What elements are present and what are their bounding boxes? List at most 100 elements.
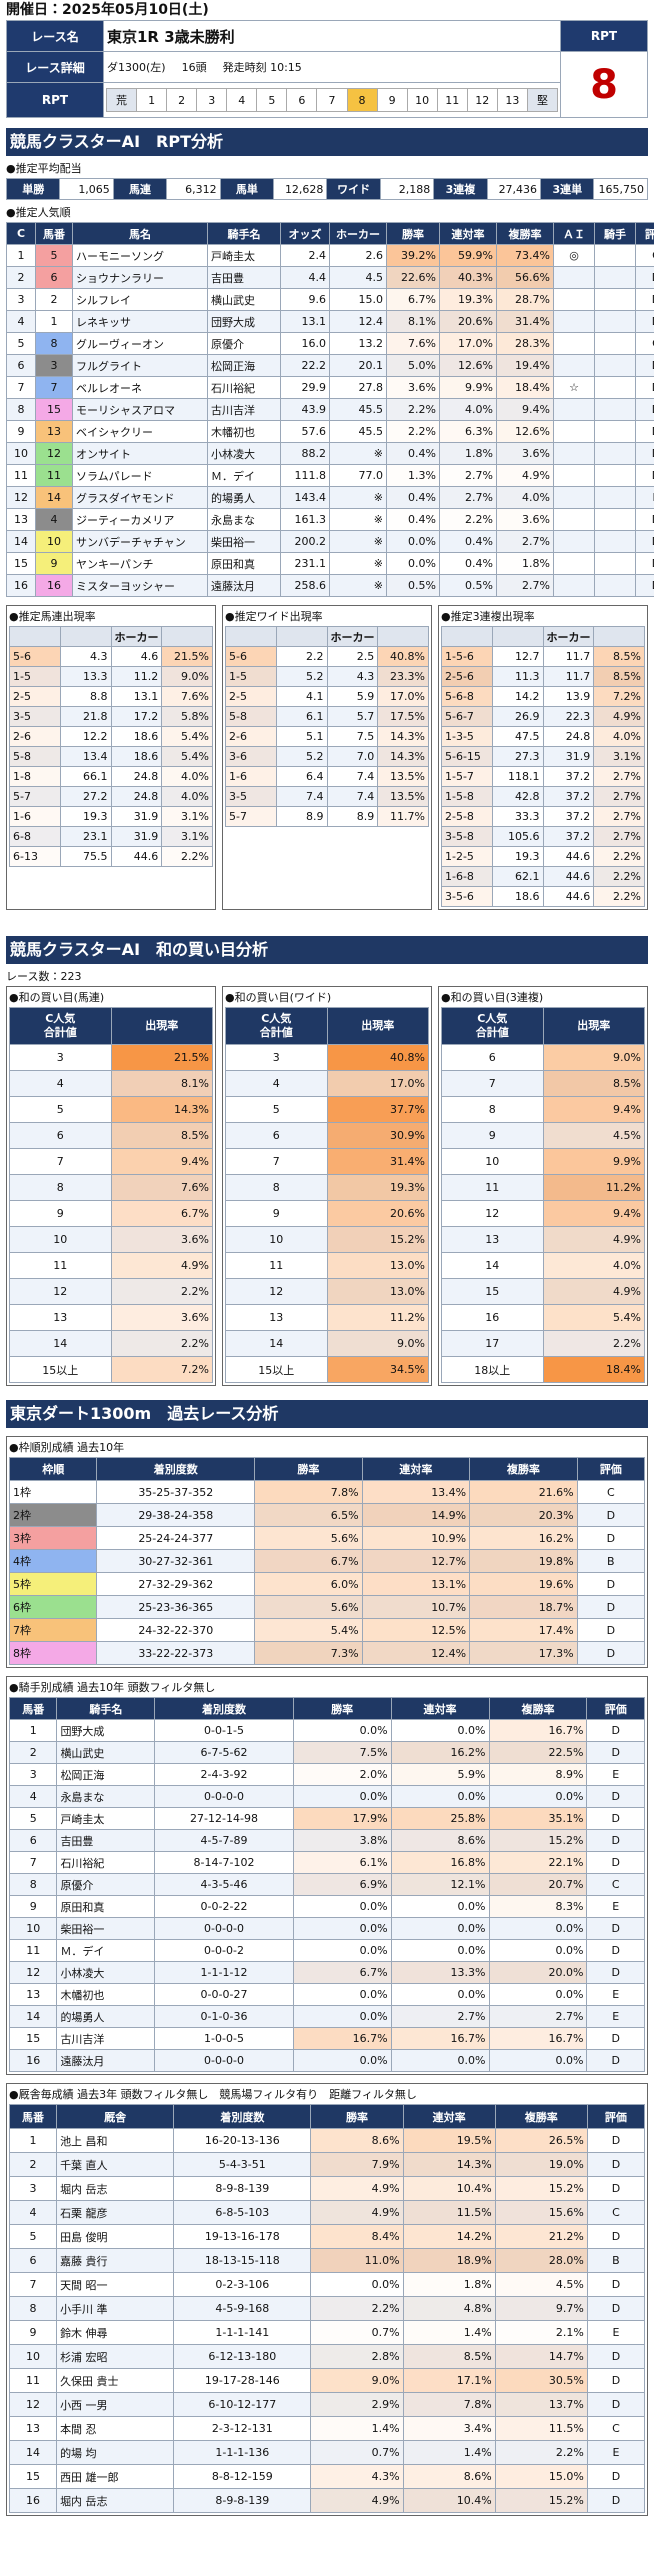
table-cell: 19.3: [59, 806, 112, 827]
sum-group: ●和の買い目(馬連) C人気 合計値 出現率 3 21.5% 4 8.1% 5 14.3% 6 8.…: [6, 986, 648, 1386]
table-cell: 2.1%: [494, 2320, 588, 2345]
table-row: 12 小林凌大 1-1-1-12 6.7% 13.3% 20.0% D: [8, 1961, 645, 1984]
table-cell: 14.3%: [110, 1096, 213, 1123]
table-cell: 105.6: [491, 826, 544, 847]
table-cell: 16: [8, 2049, 58, 2072]
table-cell: 6.5%: [254, 1503, 363, 1527]
table-cell: [553, 552, 595, 575]
table-cell: 田島 俊明: [56, 2224, 175, 2249]
data-table: ホーカー 5-6 4.3 4.6 21.5% 1-5 13.3 11.2 9.0% 2-5 8.8 1…: [9, 626, 213, 867]
table-cell: フルグライト: [72, 354, 208, 377]
table-cell: C: [586, 1873, 645, 1896]
table-cell: 6.7%: [254, 1549, 363, 1573]
table-cell: [553, 398, 595, 421]
table-cell: D: [635, 398, 654, 421]
table-row: 1-6 6.4 7.4 13.5%: [225, 766, 429, 787]
table-row: 12 2.2%: [9, 1278, 213, 1305]
table-cell: 3.1%: [161, 806, 213, 827]
table-cell: 18.6: [491, 886, 544, 907]
table-cell: 1.3%: [386, 464, 440, 487]
table-cell: 2.7%: [439, 486, 497, 509]
table-cell: [553, 530, 595, 553]
table-cell: D: [576, 1595, 646, 1619]
table-cell: [553, 508, 595, 531]
table-cell: 21.8: [59, 706, 112, 727]
table-cell: 5.6%: [254, 1526, 363, 1550]
table-cell: [594, 354, 636, 377]
table-cell: 18.7%: [469, 1595, 578, 1619]
scale-step: 2: [166, 88, 198, 112]
table-row: 3-6 5.2 7.0 14.3%: [225, 746, 429, 767]
table-cell: 団野大成: [56, 1719, 156, 1742]
sum-box: ●和の買い目(馬連) C人気 合計値 出現率 3 21.5% 4 8.1% 5 14.3% 6 8.…: [6, 986, 216, 1386]
table-cell: 12.2: [59, 726, 112, 747]
table-row: 11 11.2%: [441, 1174, 645, 1201]
table-cell: 35.1%: [488, 1807, 588, 1830]
table-cell: 2.7%: [593, 806, 645, 827]
table-row: 5-6-7 26.9 22.3 4.9%: [441, 706, 645, 727]
table-cell: 7.3%: [254, 1641, 363, 1665]
table-cell: 31.4%: [496, 310, 554, 333]
table-cell: 4.4: [280, 266, 330, 289]
column-header: 勝率: [292, 1697, 392, 1720]
table-cell: 古川吉洋: [56, 2027, 156, 2050]
table-cell: 松岡正海: [207, 354, 281, 377]
table-cell: 永島まな: [56, 1785, 156, 1808]
table-cell: グラスダイヤモンド: [72, 486, 208, 509]
column-header: ＡＩ: [553, 222, 595, 245]
column-header: [275, 626, 328, 647]
table-cell: 7.8%: [254, 1480, 363, 1504]
table-cell: 8.1%: [110, 1070, 213, 1097]
table-cell: 8.5%: [593, 646, 645, 667]
table-row: 1枠 35-25-37-352 7.8% 13.4% 21.6% C: [8, 1480, 646, 1504]
table-cell: 4-5-9-168: [173, 2296, 312, 2321]
table-cell: 横山武史: [207, 288, 281, 311]
table-cell: 30-27-32-361: [96, 1549, 256, 1573]
table-cell: 13.1: [280, 310, 330, 333]
table-row: 3 堀内 岳志 8-9-8-139 4.9% 10.4% 15.2% D: [8, 2176, 646, 2201]
table-cell: 5.4%: [161, 726, 213, 747]
table-cell: 9.9%: [439, 376, 497, 399]
table-cell: 12.7%: [361, 1549, 471, 1573]
table-cell: 10: [8, 1917, 58, 1940]
table-cell: 11: [225, 1252, 328, 1279]
table-cell: 0.4%: [386, 442, 440, 465]
table-cell: 6-8-5-103: [173, 2200, 312, 2225]
table-cell: D: [586, 1785, 645, 1808]
table-cell: 19-17-28-146: [173, 2368, 312, 2393]
table-cell: 14.7%: [494, 2344, 588, 2369]
table-cell: 14: [441, 1252, 544, 1279]
table-row: 4 永島まな 0-0-0-0 0.0% 0.0% 0.0% D: [8, 1785, 645, 1808]
table-cell: 12.4%: [361, 1641, 471, 1665]
table-cell: 16.7%: [488, 2027, 588, 2050]
table-cell: 18-13-15-118: [173, 2248, 312, 2273]
table-cell: 16: [441, 1304, 544, 1331]
table-cell: 7: [6, 376, 36, 399]
table-cell: モーリシャスアロマ: [72, 398, 208, 421]
column-header: 騎手: [594, 222, 636, 245]
table-cell: 0.0%: [488, 2049, 588, 2072]
table-cell: 7.8%: [402, 2392, 496, 2417]
table-row: 8 小手川 準 4-5-9-168 2.2% 4.8% 9.7% D: [8, 2296, 646, 2321]
table-cell: 26.9: [491, 706, 544, 727]
table-cell: 7.4: [326, 786, 379, 807]
table-cell: 8: [8, 1873, 58, 1896]
column-header: 騎手名: [56, 1697, 156, 1720]
column-header: 複勝率: [496, 222, 554, 245]
table-cell: 5: [8, 2224, 58, 2249]
table-cell: 7.5%: [292, 1741, 392, 1764]
table-cell: 15以上: [9, 1356, 112, 1383]
table-cell: 13.2: [329, 332, 387, 355]
table-cell: 16.2%: [390, 1741, 490, 1764]
table-cell: 231.1: [280, 552, 330, 575]
table-cell: 16.7%: [390, 2027, 490, 2050]
detail: ダ1300(左): [107, 61, 166, 74]
table-cell: 3: [225, 1044, 328, 1071]
table-cell: 小西 一男: [56, 2392, 175, 2417]
table-cell: 4.3%: [310, 2464, 404, 2489]
table-cell: 18.4%: [542, 1356, 645, 1383]
table-cell: 3.6%: [496, 508, 554, 531]
payout-name: 単勝: [5, 178, 61, 200]
